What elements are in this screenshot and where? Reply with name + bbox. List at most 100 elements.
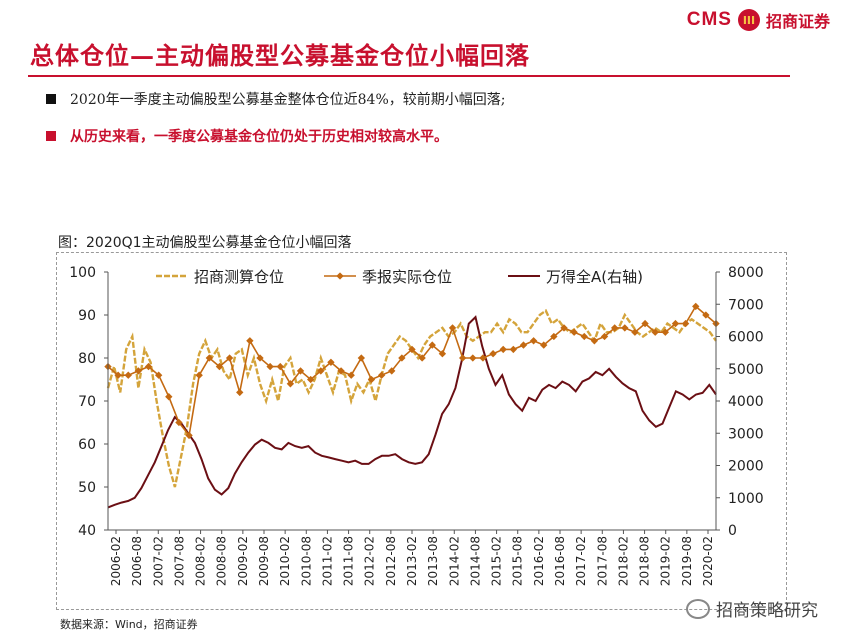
quarterly-point bbox=[651, 328, 659, 336]
x-tick-label: 2007-08 bbox=[172, 536, 186, 586]
x-tick-label: 2016-02 bbox=[532, 536, 546, 586]
quarterly-point bbox=[377, 371, 386, 379]
x-tick-label: 2013-02 bbox=[405, 536, 419, 586]
series-index-line bbox=[107, 315, 717, 509]
quarterly-point bbox=[215, 362, 224, 371]
quarterly-point bbox=[681, 319, 690, 328]
left-tick-label: 80 bbox=[78, 351, 96, 367]
square-bullet-icon bbox=[46, 94, 56, 104]
quarterly-point bbox=[266, 362, 274, 371]
legend-estimate-label: 招商测算仓位 bbox=[194, 268, 284, 286]
quarterly-point bbox=[286, 380, 295, 388]
quarterly-point bbox=[560, 324, 568, 332]
left-tick-label: 60 bbox=[78, 437, 96, 453]
bullet-point-1: 2020年一季度主动偏股型公募基金整体仓位近84%，较前期小幅回落; bbox=[46, 89, 505, 109]
right-tick-label: 2000 bbox=[728, 459, 764, 475]
x-tick-label: 2008-08 bbox=[215, 536, 229, 586]
quarterly-point bbox=[550, 332, 558, 341]
right-tick-label: 0 bbox=[728, 523, 737, 539]
right-tick-label: 4000 bbox=[728, 394, 764, 410]
left-tick-label: 70 bbox=[78, 394, 96, 410]
quarterly-point bbox=[246, 337, 254, 345]
x-tick-label: 2008-02 bbox=[194, 536, 208, 586]
quarterly-point bbox=[408, 345, 416, 354]
left-tick-label: 40 bbox=[78, 523, 96, 539]
quarterly-point bbox=[195, 371, 203, 379]
chart-frame bbox=[56, 252, 787, 610]
right-tick-label: 7000 bbox=[728, 297, 764, 313]
quarterly-point bbox=[570, 328, 578, 336]
brand-logo: CMS III 招商证券 bbox=[687, 8, 830, 32]
quarterly-point bbox=[641, 319, 649, 328]
x-tick-label: 2010-08 bbox=[299, 536, 313, 586]
quarterly-point bbox=[692, 302, 700, 311]
quarterly-point bbox=[185, 431, 193, 440]
quarterly-point bbox=[428, 341, 436, 349]
right-tick-label: 8000 bbox=[728, 265, 764, 281]
x-tick-label: 2009-02 bbox=[236, 536, 250, 586]
quarterly-point bbox=[580, 332, 588, 341]
quarterly-point bbox=[438, 350, 447, 358]
x-tick-label: 2016-08 bbox=[553, 536, 567, 586]
quarterly-point bbox=[661, 328, 670, 336]
watermark: 招商策略研究 bbox=[686, 596, 818, 621]
x-tick-label: 2013-08 bbox=[426, 536, 440, 586]
quarterly-point bbox=[165, 393, 173, 401]
quarterly-point bbox=[317, 367, 325, 375]
quarterly-point bbox=[296, 367, 305, 375]
legend-index-label: 万得全A(右轴) bbox=[546, 268, 643, 286]
brand-cms-text: CMS bbox=[686, 9, 732, 30]
right-tick-label: 6000 bbox=[728, 330, 764, 346]
bullet-text-1: 2020年一季度主动偏股型公募基金整体仓位近84%，较前期小幅回落; bbox=[70, 92, 506, 108]
right-tick-label: 3000 bbox=[728, 426, 764, 442]
x-tick-label: 2018-02 bbox=[616, 536, 630, 586]
quarterly-point bbox=[388, 367, 396, 375]
quarterly-point bbox=[540, 341, 548, 349]
x-tick-label: 2012-02 bbox=[363, 536, 377, 586]
quarterly-point bbox=[610, 324, 619, 332]
left-tick-label: 100 bbox=[69, 265, 96, 281]
quarterly-point bbox=[479, 354, 487, 362]
quarterly-point bbox=[134, 367, 143, 375]
series-estimate-line bbox=[106, 308, 717, 488]
x-tick-label: 2012-08 bbox=[384, 536, 398, 586]
quarterly-point bbox=[327, 358, 335, 366]
data-source: 数据来源：Wind，招商证券 bbox=[60, 618, 198, 631]
x-tick-label: 2020-02 bbox=[701, 536, 715, 586]
quarterly-point bbox=[306, 375, 315, 384]
quarterly-point bbox=[175, 418, 183, 427]
quarterly-point bbox=[631, 328, 639, 336]
brand-name: 招商证券 bbox=[765, 12, 830, 31]
x-tick-label: 2006-08 bbox=[130, 536, 144, 586]
quarterly-point bbox=[205, 354, 214, 362]
x-tick-label: 2015-08 bbox=[511, 536, 525, 586]
quarterly-point bbox=[418, 354, 426, 362]
quarterly-point bbox=[357, 354, 366, 362]
quarterly-point bbox=[347, 371, 355, 379]
quarterly-point bbox=[489, 350, 497, 358]
quarterly-point bbox=[702, 311, 710, 319]
left-tick-label: 50 bbox=[78, 480, 96, 496]
quarterly-point bbox=[337, 367, 345, 375]
title-divider bbox=[28, 75, 790, 77]
quarterly-point bbox=[458, 354, 467, 362]
quarterly-point bbox=[519, 341, 528, 349]
watermark-text: 招商策略研究 bbox=[716, 601, 818, 621]
x-tick-label: 2015-02 bbox=[490, 536, 504, 586]
x-tick-label: 2014-02 bbox=[447, 536, 461, 586]
quarterly-point bbox=[256, 354, 264, 362]
x-tick-label: 2018-08 bbox=[638, 536, 652, 586]
x-tick-label: 2017-02 bbox=[574, 536, 588, 586]
x-tick-label: 2006-02 bbox=[109, 536, 123, 586]
right-tick-label: 5000 bbox=[728, 362, 764, 378]
x-tick-label: 2011-08 bbox=[342, 536, 356, 586]
quarterly-point bbox=[621, 324, 629, 332]
legend-quarterly-marker bbox=[336, 272, 344, 280]
quarterly-point bbox=[276, 362, 284, 371]
quarterly-point bbox=[509, 345, 518, 354]
quarterly-point bbox=[154, 371, 163, 379]
x-tick-label: 2007-02 bbox=[151, 536, 165, 586]
right-tick-label: 1000 bbox=[728, 491, 764, 507]
quarterly-point bbox=[469, 354, 477, 362]
